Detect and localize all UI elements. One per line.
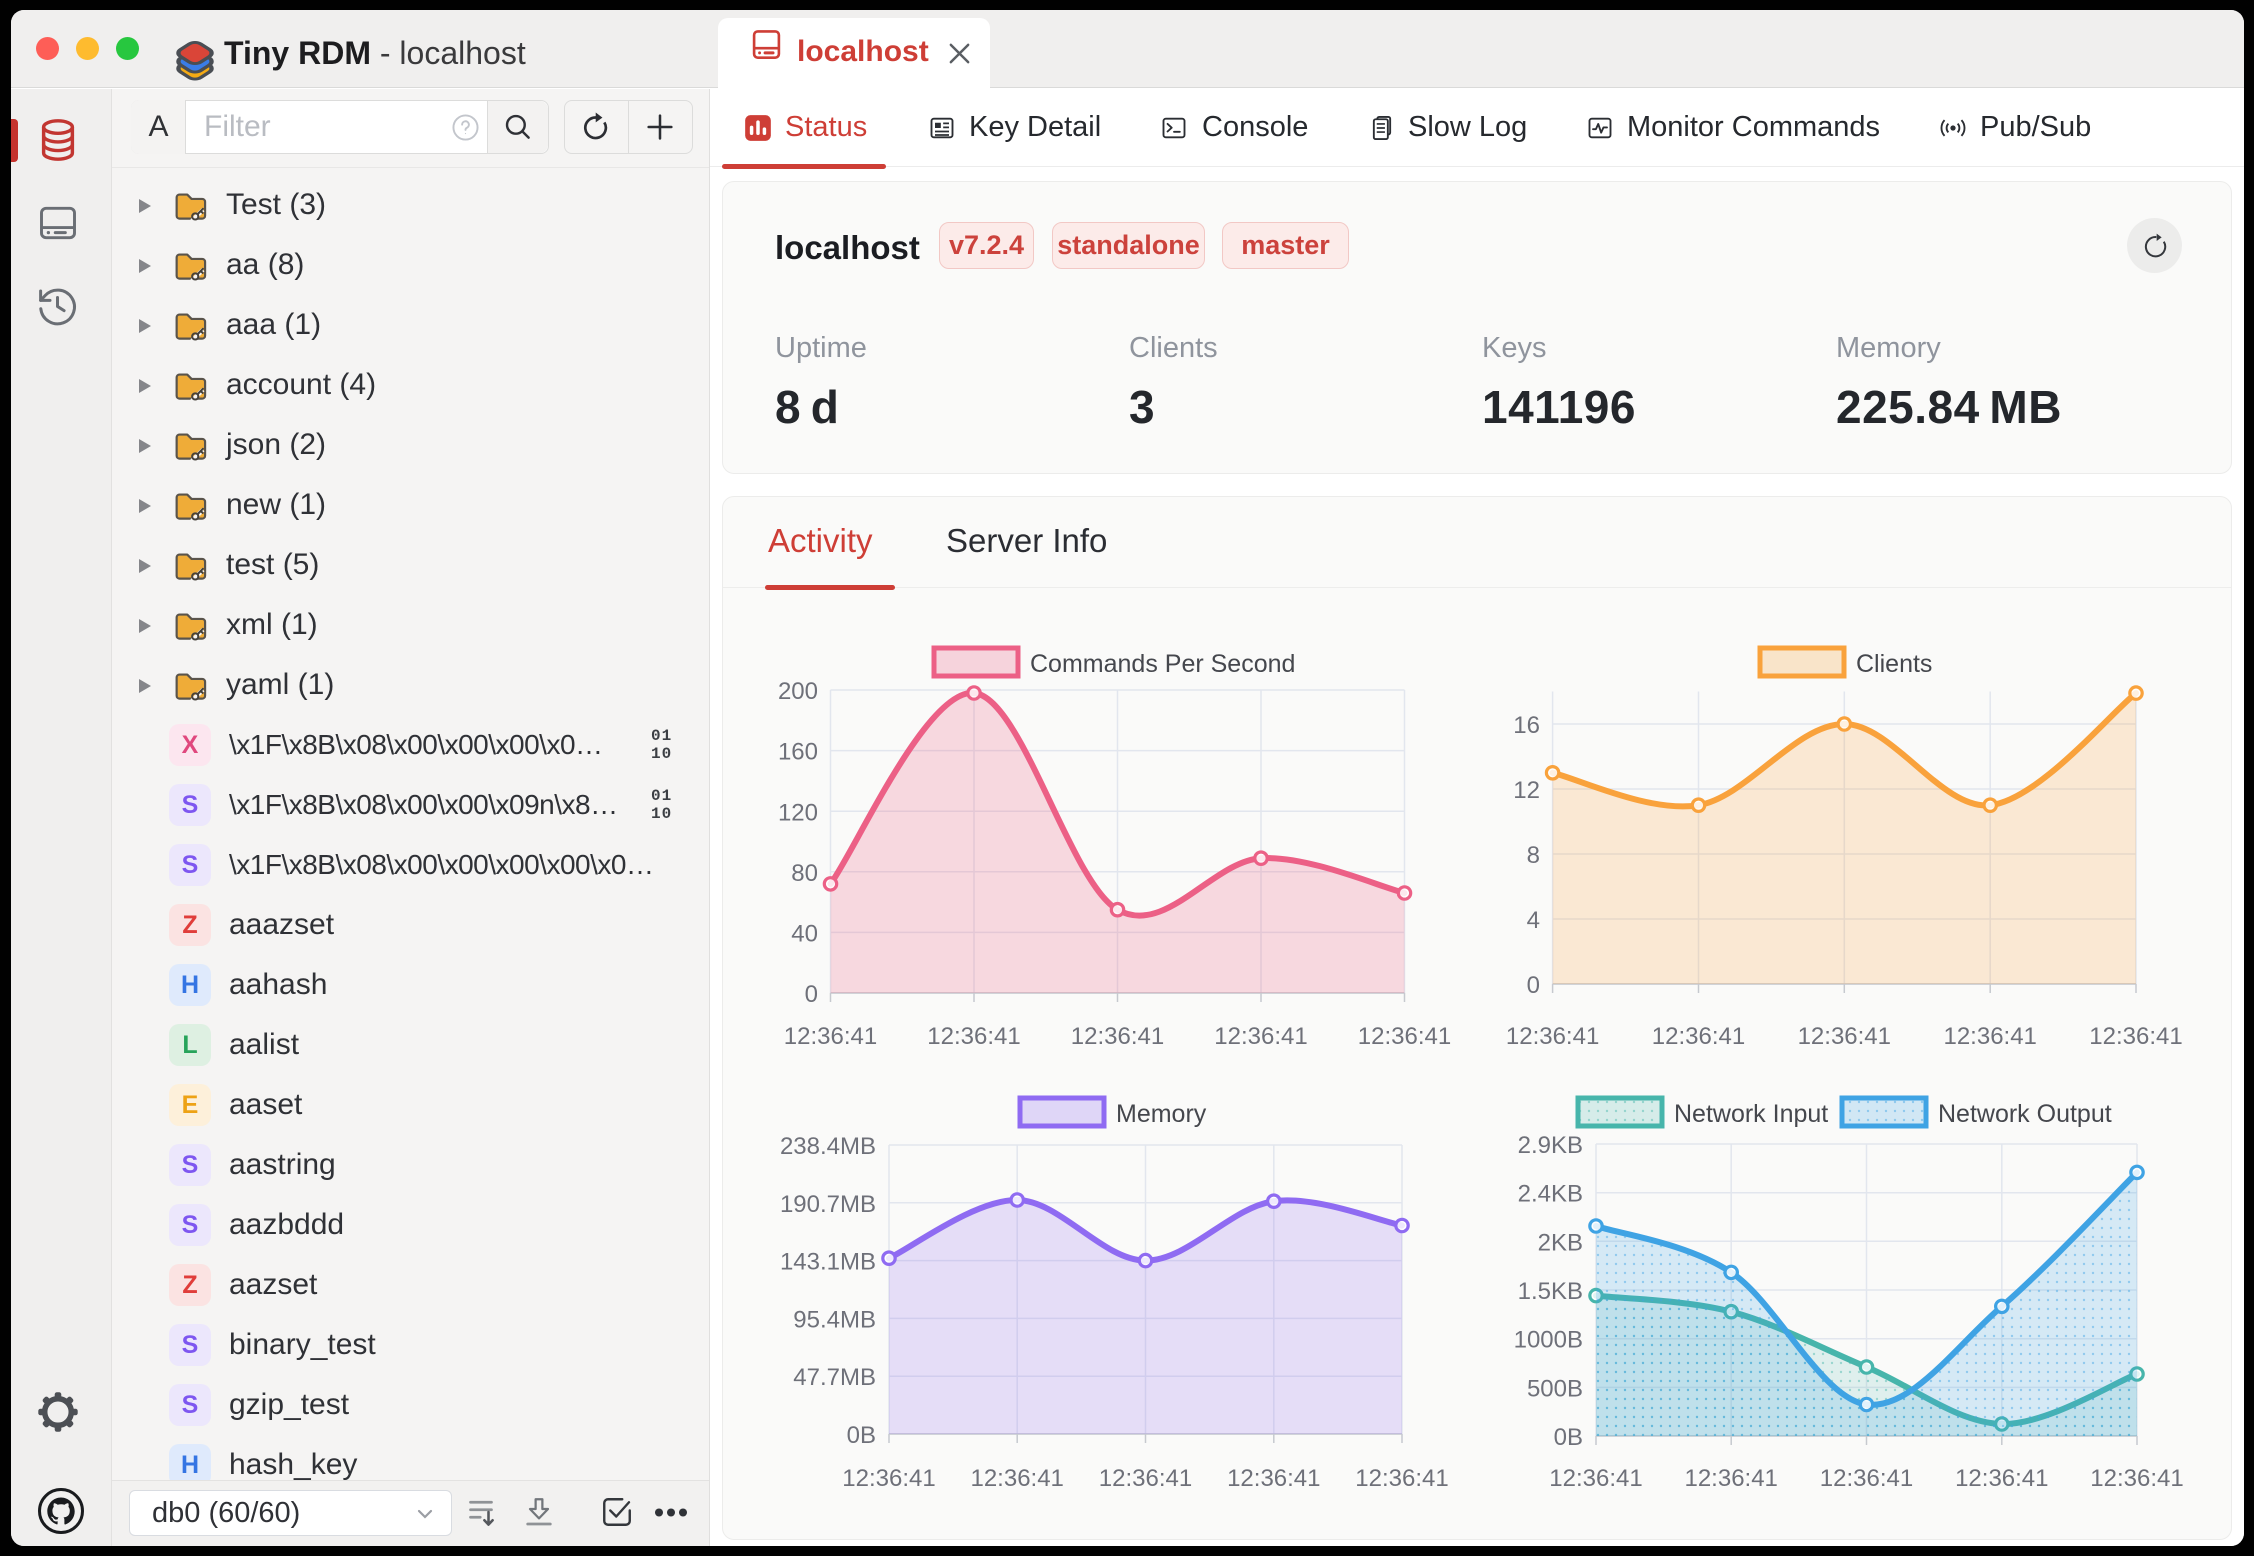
svg-text:2.9KB: 2.9KB [1518, 1132, 1583, 1159]
svg-text:Network Output: Network Output [1938, 1100, 2112, 1128]
svg-text:12:36:41: 12:36:41 [970, 1465, 1063, 1492]
svg-text:12:36:41: 12:36:41 [1227, 1465, 1320, 1492]
svg-text:0B: 0B [847, 1422, 876, 1449]
svg-text:0B: 0B [1554, 1424, 1583, 1451]
svg-text:12:36:41: 12:36:41 [1506, 1023, 1599, 1050]
svg-text:Memory: Memory [1116, 1100, 1207, 1128]
svg-text:2.4KB: 2.4KB [1518, 1181, 1583, 1208]
svg-text:190.7MB: 190.7MB [780, 1191, 876, 1218]
svg-text:8: 8 [1527, 842, 1540, 869]
svg-text:12:36:41: 12:36:41 [784, 1023, 877, 1050]
svg-text:12:36:41: 12:36:41 [2090, 1465, 2183, 1492]
svg-text:238.4MB: 238.4MB [780, 1133, 876, 1160]
svg-text:12:36:41: 12:36:41 [2089, 1023, 2182, 1050]
svg-text:143.1MB: 143.1MB [780, 1249, 876, 1276]
svg-text:1000B: 1000B [1514, 1327, 1583, 1354]
svg-text:12:36:41: 12:36:41 [1358, 1023, 1451, 1050]
svg-text:4: 4 [1527, 907, 1540, 934]
svg-text:47.7MB: 47.7MB [793, 1364, 876, 1391]
svg-text:0: 0 [805, 981, 818, 1008]
svg-text:12:36:41: 12:36:41 [1652, 1023, 1745, 1050]
svg-text:12:36:41: 12:36:41 [1955, 1465, 2048, 1492]
svg-text:500B: 500B [1527, 1375, 1583, 1402]
svg-text:12:36:41: 12:36:41 [1355, 1465, 1448, 1492]
svg-text:12:36:41: 12:36:41 [1214, 1023, 1307, 1050]
svg-text:12:36:41: 12:36:41 [1099, 1465, 1192, 1492]
svg-text:95.4MB: 95.4MB [793, 1306, 876, 1333]
svg-text:12: 12 [1513, 777, 1540, 804]
svg-text:12:36:41: 12:36:41 [1549, 1465, 1642, 1492]
svg-text:80: 80 [791, 860, 818, 887]
svg-text:2KB: 2KB [1538, 1229, 1583, 1256]
svg-text:12:36:41: 12:36:41 [1798, 1023, 1891, 1050]
svg-text:12:36:41: 12:36:41 [842, 1465, 935, 1492]
svg-text:200: 200 [778, 678, 818, 705]
svg-text:120: 120 [778, 799, 818, 826]
svg-text:12:36:41: 12:36:41 [927, 1023, 1020, 1050]
svg-text:40: 40 [791, 920, 818, 947]
svg-text:160: 160 [778, 739, 818, 766]
svg-text:12:36:41: 12:36:41 [1071, 1023, 1164, 1050]
svg-text:16: 16 [1513, 712, 1540, 739]
svg-text:Network Input: Network Input [1674, 1100, 1828, 1128]
svg-text:12:36:41: 12:36:41 [1684, 1465, 1777, 1492]
svg-text:12:36:41: 12:36:41 [1943, 1023, 2036, 1050]
svg-text:12:36:41: 12:36:41 [1820, 1465, 1913, 1492]
svg-text:1.5KB: 1.5KB [1518, 1278, 1583, 1305]
svg-text:Commands Per Second: Commands Per Second [1030, 650, 1295, 678]
svg-text:0: 0 [1527, 972, 1540, 999]
svg-text:Clients: Clients [1856, 650, 1932, 678]
